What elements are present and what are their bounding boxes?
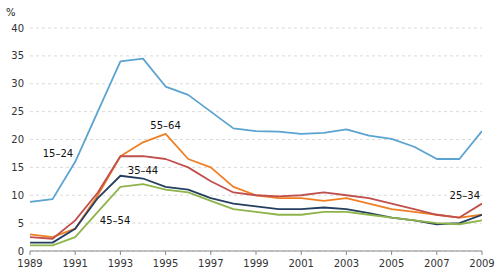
x-tick-label: 1993	[108, 258, 133, 269]
y-tick-label: 40	[11, 23, 24, 34]
x-tick-label: 1991	[62, 258, 87, 269]
x-tick	[75, 251, 76, 255]
grid-line	[30, 139, 482, 140]
x-tick	[210, 251, 211, 255]
x-tick	[346, 251, 347, 255]
x-tick-label: 1989	[17, 258, 42, 269]
series-label: 15–24	[43, 148, 73, 159]
x-tick	[436, 251, 437, 255]
x-tick	[391, 251, 392, 255]
grid-line	[30, 83, 482, 84]
series-line	[30, 134, 482, 237]
x-tick-label: 1999	[243, 258, 268, 269]
x-tick-label: 2001	[288, 258, 313, 269]
x-tick	[256, 251, 257, 255]
series-label: 25–34	[450, 190, 480, 201]
y-tick-label: 10	[11, 190, 24, 201]
x-tick	[165, 251, 166, 255]
series-label: 45–54	[100, 215, 130, 226]
x-tick	[30, 251, 31, 255]
y-tick-label: 5	[18, 218, 24, 229]
y-tick-label: 30	[11, 78, 24, 89]
series-line	[30, 59, 482, 202]
y-tick-label: 25	[11, 106, 24, 117]
x-tick	[301, 251, 302, 255]
grid-line	[30, 223, 482, 224]
x-tick-label: 2009	[469, 258, 494, 269]
lines	[30, 59, 482, 246]
x-tick-label: 2003	[334, 258, 359, 269]
series-labels: 15–24 55–64 25–34 35–44 45–54	[43, 120, 480, 226]
x-tick-label: 2005	[379, 258, 404, 269]
grid	[30, 28, 482, 251]
series-label: 55–64	[150, 120, 180, 131]
x-tick-label: 2007	[424, 258, 449, 269]
chart: 0 5 10 15 20 25 30 35 40 1989 1991 1993 1995 1997 1999…	[0, 0, 498, 277]
grid-line	[30, 55, 482, 56]
y-tick-label: 20	[11, 134, 24, 145]
series-line	[30, 184, 482, 245]
y-axis-label: %	[6, 7, 16, 18]
x-tick-label: 1995	[153, 258, 178, 269]
grid-line	[30, 28, 482, 29]
series-line	[30, 176, 482, 243]
y-tick-label: 0	[18, 246, 24, 257]
series-label: 35–44	[128, 165, 158, 176]
y-tick-label: 15	[11, 162, 24, 173]
grid-line	[30, 167, 482, 168]
x-tick	[482, 251, 483, 255]
axes: 0 5 10 15 20 25 30 35 40 1989 1991 1993 1995 1997 1999…	[11, 23, 494, 270]
y-tick-label: 35	[11, 50, 24, 61]
x-tick	[120, 251, 121, 255]
x-tick-label: 1997	[198, 258, 223, 269]
